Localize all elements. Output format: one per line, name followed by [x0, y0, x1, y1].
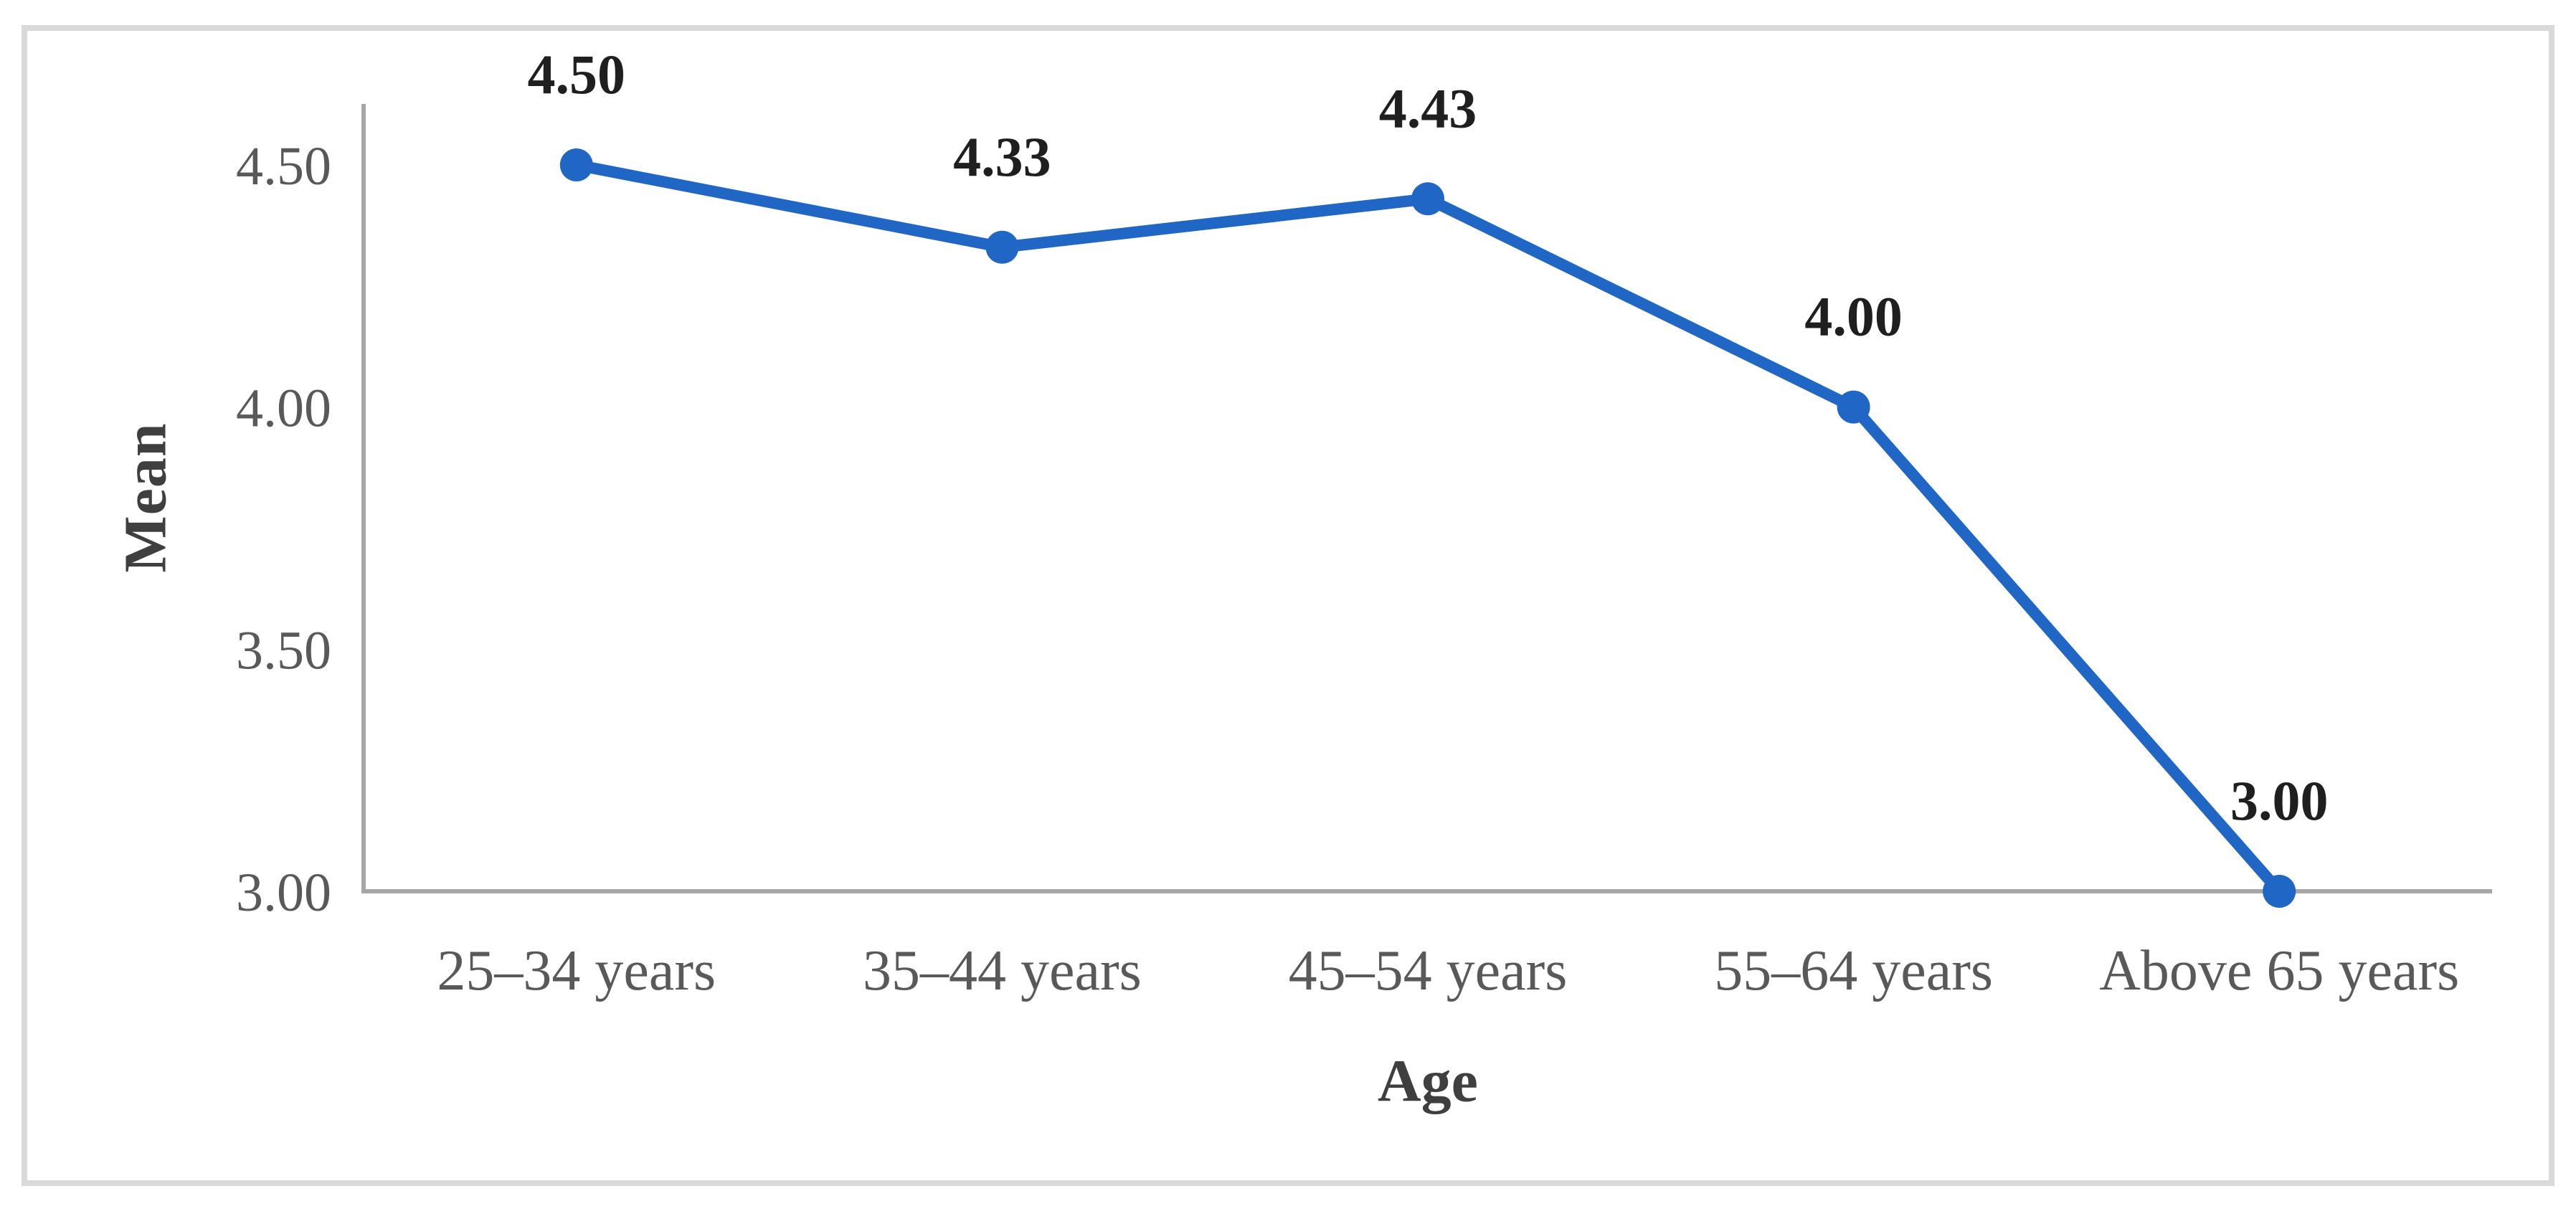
x-category-label: 25–34 years [437, 939, 716, 1002]
y-tick-label: 4.50 [236, 136, 331, 196]
x-category-label: 35–44 years [863, 939, 1142, 1002]
x-category-label: 45–54 years [1289, 939, 1568, 1002]
x-category-label: 55–64 years [1714, 939, 1993, 1002]
y-tick-label: 3.50 [236, 620, 331, 680]
data-point [985, 230, 1019, 264]
data-label: 4.43 [1379, 77, 1477, 139]
y-tick-label: 4.00 [236, 379, 331, 439]
data-label: 4.33 [953, 125, 1051, 188]
y-axis-title: Mean [112, 422, 179, 573]
line-series [570, 159, 2286, 897]
y-tick-label: 3.00 [236, 863, 331, 923]
data-point [1411, 182, 1444, 216]
x-axis-title: Age [1378, 1048, 1478, 1115]
data-point [2263, 875, 2296, 908]
data-point [559, 148, 593, 181]
data-point [1837, 390, 1870, 424]
data-label: 4.50 [528, 43, 626, 105]
data-label: 4.00 [1804, 285, 1903, 348]
data-label: 3.00 [2230, 769, 2329, 832]
x-category-label: Above 65 years [2099, 939, 2459, 1002]
